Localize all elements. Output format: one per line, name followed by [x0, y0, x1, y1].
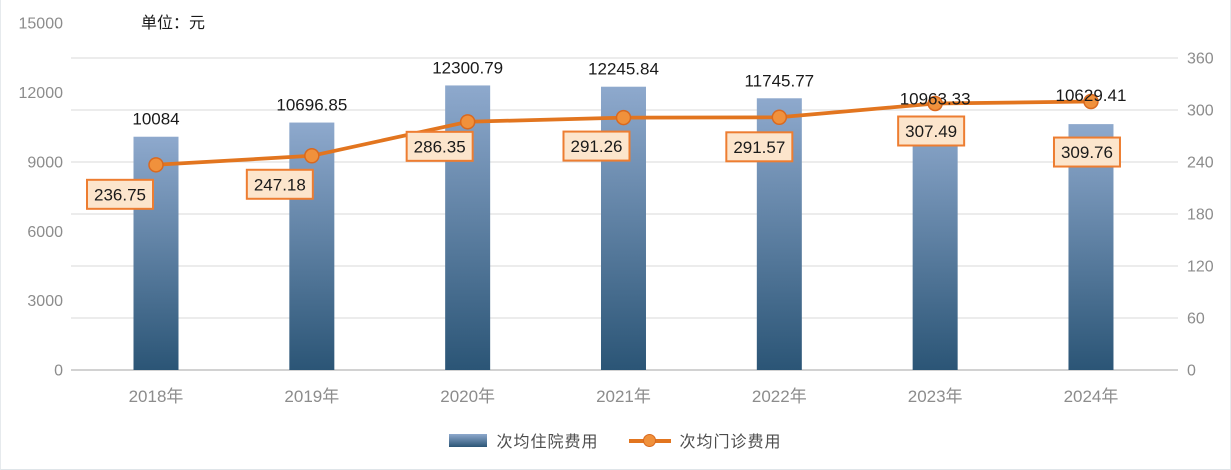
- left-axis-tick-label: 0: [54, 363, 63, 380]
- right-axis-tick-label: 300: [1187, 103, 1214, 120]
- line-marker-2021年: [615, 109, 632, 126]
- left-axis-tick-label: 6000: [27, 224, 63, 241]
- bar-2018年: [133, 136, 179, 370]
- right-axis-tick-label: 240: [1187, 155, 1214, 172]
- right-axis-tick-label: 180: [1187, 207, 1214, 224]
- line-value-label-box: [725, 131, 794, 163]
- line-value-label: 286.35: [414, 137, 466, 156]
- legend-label-bar-series: 次均住院费用: [496, 434, 599, 451]
- bar-2019年: [289, 122, 335, 370]
- bar-value-label: 10696.85: [276, 96, 347, 115]
- line-value-label: 307.49: [905, 122, 957, 141]
- bar-value-label: 11745.77: [744, 71, 814, 90]
- x-axis-category-label: 2019年: [284, 387, 339, 406]
- line-marker-2024年: [1083, 93, 1099, 110]
- line-value-label: 291.26: [570, 137, 622, 156]
- line-value-label: 291.57: [733, 138, 785, 157]
- line-value-label-box: [245, 168, 314, 200]
- bar-2021年: [600, 86, 646, 371]
- line-value-label-box: [1052, 136, 1121, 168]
- line-value-label: 309.76: [1061, 143, 1113, 162]
- line-marker-icon: [642, 433, 656, 447]
- bar-value-label: 10629.41: [1056, 86, 1127, 105]
- x-axis-category-label: 2018年: [129, 387, 184, 406]
- bar-value-label: 12300.79: [432, 58, 503, 77]
- right-axis-tick-label: 120: [1187, 259, 1214, 276]
- right-axis-tick-label: 60: [1187, 311, 1205, 328]
- x-axis-category-label: 2021年: [596, 387, 651, 406]
- bar-series-swatch-icon: [449, 433, 488, 447]
- unit-label: 单位：元: [141, 15, 206, 32]
- bar-value-label: 10084: [132, 110, 179, 129]
- left-axis-tick-label: 15000: [19, 16, 64, 33]
- right-axis-tick-label: 360: [1187, 51, 1214, 68]
- x-axis-category-label: 2022年: [752, 387, 807, 406]
- legend: 次均住院费用 次均门诊费用: [1, 428, 1230, 452]
- bar-2023年: [912, 116, 958, 371]
- line-marker-2022年: [771, 109, 788, 126]
- right-axis-tick-label: 0: [1187, 363, 1196, 380]
- x-axis-category-label: 2023年: [908, 387, 963, 406]
- line-value-label-box: [562, 130, 631, 162]
- left-axis-tick-label: 12000: [19, 85, 64, 102]
- left-axis-tick-label: 9000: [27, 154, 63, 171]
- line-value-label-box: [405, 130, 474, 162]
- left-axis-tick-label: 3000: [27, 293, 63, 310]
- line-value-label-box: [897, 115, 966, 147]
- line-marker-2020年: [459, 114, 476, 130]
- line-series-swatch-icon: [628, 433, 671, 447]
- line-value-label: 247.18: [254, 175, 306, 194]
- line-marker-2019年: [304, 148, 320, 164]
- bar-value-label: 10963.33: [900, 89, 971, 108]
- line-value-label: 236.75: [94, 185, 146, 204]
- legend-item-bar-series: 次均住院费用: [449, 428, 598, 452]
- bar-value-label: 12245.84: [588, 60, 659, 79]
- legend-item-line-series: 次均门诊费用: [628, 428, 782, 452]
- x-axis-category-label: 2020年: [440, 387, 495, 406]
- legend-label-line-series: 次均门诊费用: [679, 434, 782, 451]
- line-marker-2018年: [148, 157, 164, 173]
- x-axis-category-label: 2024年: [1064, 387, 1119, 406]
- line-value-label-box: [86, 178, 154, 210]
- line-marker-2023年: [927, 95, 943, 112]
